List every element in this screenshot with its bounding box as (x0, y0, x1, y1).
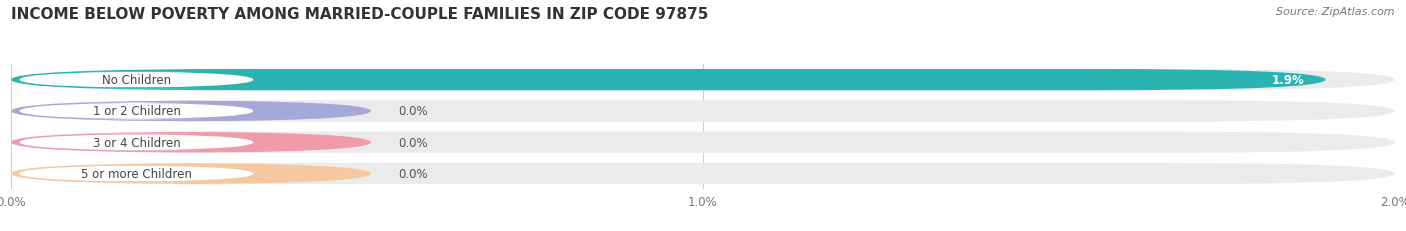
Text: 3 or 4 Children: 3 or 4 Children (93, 136, 180, 149)
Text: 0.0%: 0.0% (399, 105, 429, 118)
Text: 0.0%: 0.0% (399, 167, 429, 180)
Text: 5 or more Children: 5 or more Children (82, 167, 191, 180)
FancyBboxPatch shape (11, 132, 1395, 153)
FancyBboxPatch shape (11, 101, 371, 122)
FancyBboxPatch shape (20, 165, 253, 182)
Text: 1 or 2 Children: 1 or 2 Children (93, 105, 180, 118)
FancyBboxPatch shape (11, 163, 371, 184)
FancyBboxPatch shape (11, 163, 1395, 184)
FancyBboxPatch shape (20, 103, 253, 120)
FancyBboxPatch shape (11, 70, 1395, 91)
Text: Source: ZipAtlas.com: Source: ZipAtlas.com (1277, 7, 1395, 17)
FancyBboxPatch shape (11, 132, 371, 153)
FancyBboxPatch shape (11, 70, 1326, 91)
Text: INCOME BELOW POVERTY AMONG MARRIED-COUPLE FAMILIES IN ZIP CODE 97875: INCOME BELOW POVERTY AMONG MARRIED-COUPL… (11, 7, 709, 22)
Text: 1.9%: 1.9% (1272, 74, 1305, 87)
Text: 0.0%: 0.0% (399, 136, 429, 149)
FancyBboxPatch shape (11, 101, 1395, 122)
FancyBboxPatch shape (20, 72, 253, 89)
Text: No Children: No Children (101, 74, 172, 87)
FancyBboxPatch shape (20, 134, 253, 151)
